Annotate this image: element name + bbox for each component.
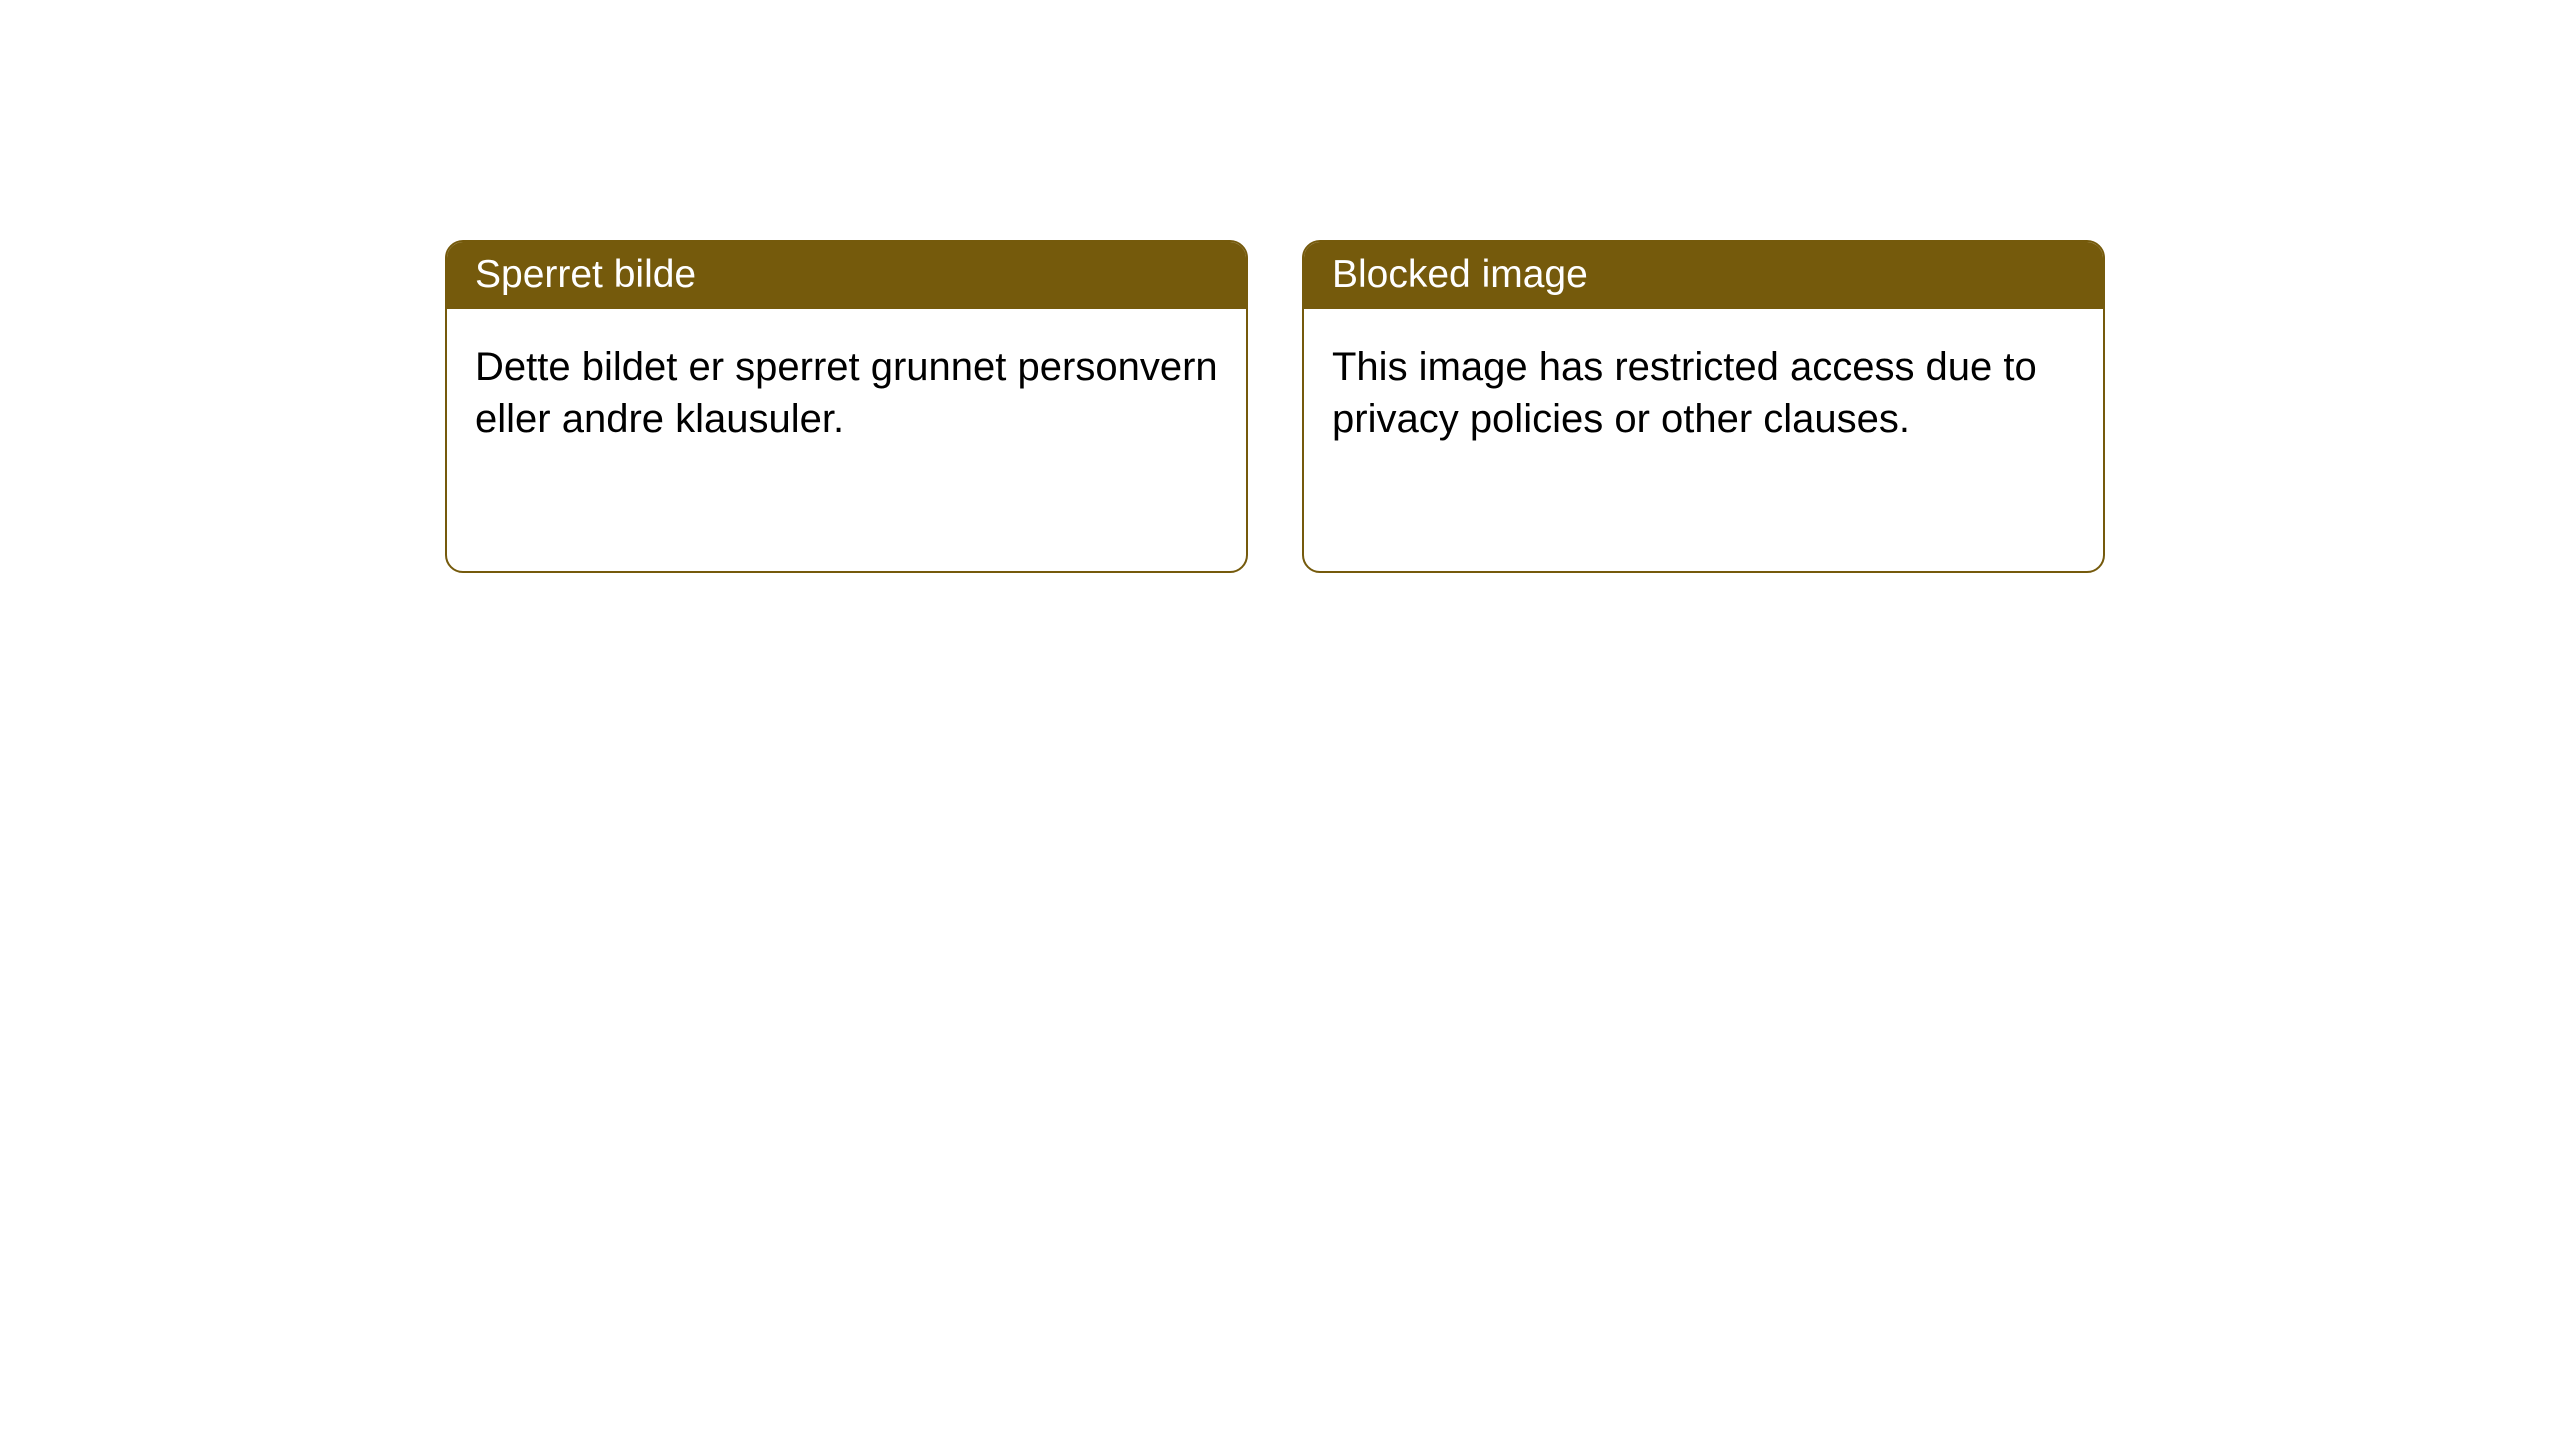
- card-body: This image has restricted access due to …: [1304, 309, 2103, 477]
- card-body-text: This image has restricted access due to …: [1332, 345, 2037, 441]
- card-body: Dette bildet er sperret grunnet personve…: [447, 309, 1246, 477]
- blocked-image-card-no: Sperret bilde Dette bildet er sperret gr…: [445, 240, 1248, 573]
- card-title: Sperret bilde: [475, 253, 696, 296]
- notice-cards-container: Sperret bilde Dette bildet er sperret gr…: [445, 240, 2105, 573]
- card-header: Blocked image: [1304, 242, 2103, 309]
- card-header: Sperret bilde: [447, 242, 1246, 309]
- card-title: Blocked image: [1332, 253, 1588, 296]
- blocked-image-card-en: Blocked image This image has restricted …: [1302, 240, 2105, 573]
- card-body-text: Dette bildet er sperret grunnet personve…: [475, 345, 1218, 441]
